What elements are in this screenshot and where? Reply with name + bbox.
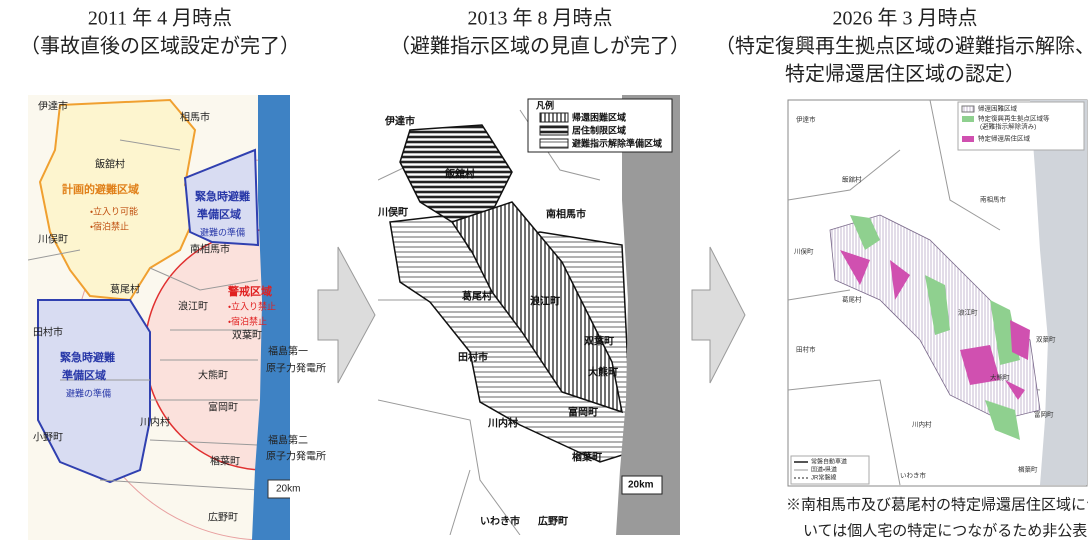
map-label: 富岡町 bbox=[1034, 410, 1054, 419]
map-label: 田村市 bbox=[796, 345, 816, 354]
page: 2011 年 4 月時点 （事故直後の区域設定が完了） 2013 年 8 月時点 （避… bbox=[0, 0, 1088, 547]
map-label: 田村市 bbox=[33, 326, 63, 339]
legend-swatch bbox=[962, 116, 974, 122]
map-label: 飯舘村 bbox=[95, 158, 125, 171]
map-label: 浪江町 bbox=[530, 295, 560, 308]
map-label: 浪江町 bbox=[178, 301, 208, 313]
map-label: 田村市 bbox=[458, 351, 488, 364]
map-label: 20km bbox=[276, 484, 300, 495]
map-2013 bbox=[378, 95, 680, 535]
legend-swatch bbox=[540, 139, 568, 148]
panel-date: 2011 年 4 月時点 bbox=[88, 7, 232, 30]
legend-swatch bbox=[962, 136, 974, 142]
map-label: いわき市 bbox=[480, 515, 520, 528]
panel-date: 2013 年 8 月時点 bbox=[468, 7, 613, 30]
panel-date: 2026 年 3 月時点 bbox=[833, 7, 978, 30]
map-label: 大熊町 bbox=[588, 366, 618, 379]
arrow bbox=[692, 247, 745, 383]
map-label: 避難の準備 bbox=[66, 387, 111, 398]
map-label: 川内村 bbox=[140, 416, 170, 429]
map-label: 南相馬市 bbox=[190, 243, 230, 256]
note: ※南相馬市及び葛尾村の特定帰還居住区域につ bbox=[786, 495, 1088, 513]
map-label: 小野町 bbox=[33, 432, 63, 444]
map-label: 葛尾村 bbox=[110, 283, 140, 296]
map-label: 川内村 bbox=[487, 417, 518, 430]
map-label: 楢葉町 bbox=[1018, 465, 1038, 474]
map-label: 準備区域 bbox=[62, 368, 106, 382]
map-label: 準備区域 bbox=[197, 207, 241, 221]
map-label: 南相馬市 bbox=[546, 208, 586, 221]
map-label: 楢葉町 bbox=[210, 455, 240, 468]
panel-caption: （避難指示区域の見直しが完了） bbox=[390, 35, 690, 58]
map-label: 福島第二 bbox=[268, 434, 308, 447]
map-label: 飯舘村 bbox=[842, 175, 862, 184]
map-label: 緊急時避難 bbox=[60, 350, 115, 364]
note: いては個人宅の特定につながるため非公表 bbox=[803, 522, 1087, 539]
map-label: 川俣町 bbox=[38, 233, 68, 246]
map-label: 計画的避難区域 bbox=[62, 182, 139, 196]
map-label: 双葉町 bbox=[584, 335, 614, 348]
map-label: 葛尾村 bbox=[842, 295, 862, 304]
map-label: 広野町 bbox=[537, 515, 568, 528]
legend-swatch bbox=[962, 106, 974, 112]
map-label: ・宿泊禁止 bbox=[90, 220, 129, 231]
legend-label: 特定帰還居住区域 bbox=[978, 134, 1031, 143]
legend-label: 居住制限区域 bbox=[572, 124, 626, 135]
legend-label: 避難指示解除準備区域 bbox=[572, 137, 662, 148]
map-label: 双葉町 bbox=[232, 329, 262, 342]
map-label: 大熊町 bbox=[990, 373, 1010, 382]
map-label: ・立入り可能 bbox=[90, 205, 138, 216]
legend-label: 特定復興再生拠点区域等 bbox=[978, 114, 1050, 123]
map-label: 川俣町 bbox=[377, 206, 408, 219]
map-label: 福島第一 bbox=[268, 345, 308, 358]
map-label: 伊達市 bbox=[796, 115, 816, 124]
map-label: 広野町 bbox=[208, 512, 238, 524]
legend-label: (避難指示解除済み) bbox=[980, 122, 1036, 131]
map-label: ・宿泊禁止 bbox=[228, 315, 267, 326]
map-2026 bbox=[788, 100, 1087, 486]
legend-label: 帰還困難区域 bbox=[572, 111, 626, 122]
map-label: 南相馬市 bbox=[980, 195, 1007, 204]
map-label: 川俣町 bbox=[794, 247, 814, 256]
map-label: 飯舘村 bbox=[444, 168, 475, 181]
map-label: 大熊町 bbox=[198, 369, 228, 382]
map-label: 緊急時避難 bbox=[195, 189, 250, 203]
road-legend-label: JR常磐線 bbox=[811, 474, 836, 482]
road-legend-label: 常磐自動車道 bbox=[811, 458, 847, 466]
legend-title: 凡例 bbox=[535, 99, 554, 110]
map-label: ・立入り禁止 bbox=[228, 300, 276, 311]
legend-swatch bbox=[540, 126, 568, 135]
map-label: 楢葉町 bbox=[572, 451, 602, 464]
map-label: 葛尾村 bbox=[461, 290, 492, 303]
legend-swatch bbox=[540, 113, 568, 122]
panel-caption: 特定帰還居住区域の認定） bbox=[785, 63, 1025, 86]
map-label: 伊達市 bbox=[38, 100, 68, 113]
map-label: 伊達市 bbox=[384, 115, 415, 128]
map-label: 20km bbox=[628, 480, 654, 491]
map-label: 浪江町 bbox=[958, 308, 978, 317]
map-label: 原子力発電所 bbox=[266, 450, 326, 463]
map-label: 避難の準備 bbox=[200, 226, 245, 237]
map-label: 相馬市 bbox=[180, 111, 210, 124]
road-legend-label: 国道・県道 bbox=[811, 466, 837, 474]
arrow bbox=[318, 247, 375, 383]
map-label: 警戒区域 bbox=[227, 284, 272, 298]
map-label: 川内村 bbox=[912, 420, 932, 429]
map-label: 富岡町 bbox=[208, 401, 238, 414]
legend-label: 帰還困難区域 bbox=[978, 104, 1018, 113]
panel-caption: （特定復興再生拠点区域の避難指示解除、 bbox=[715, 35, 1088, 58]
map-label: 双葉町 bbox=[1036, 335, 1056, 344]
panel-caption: （事故直後の区域設定が完了） bbox=[20, 35, 300, 58]
map-label: 原子力発電所 bbox=[266, 362, 326, 375]
map-label: 富岡町 bbox=[568, 406, 598, 419]
map-label: いわき市 bbox=[900, 471, 927, 480]
